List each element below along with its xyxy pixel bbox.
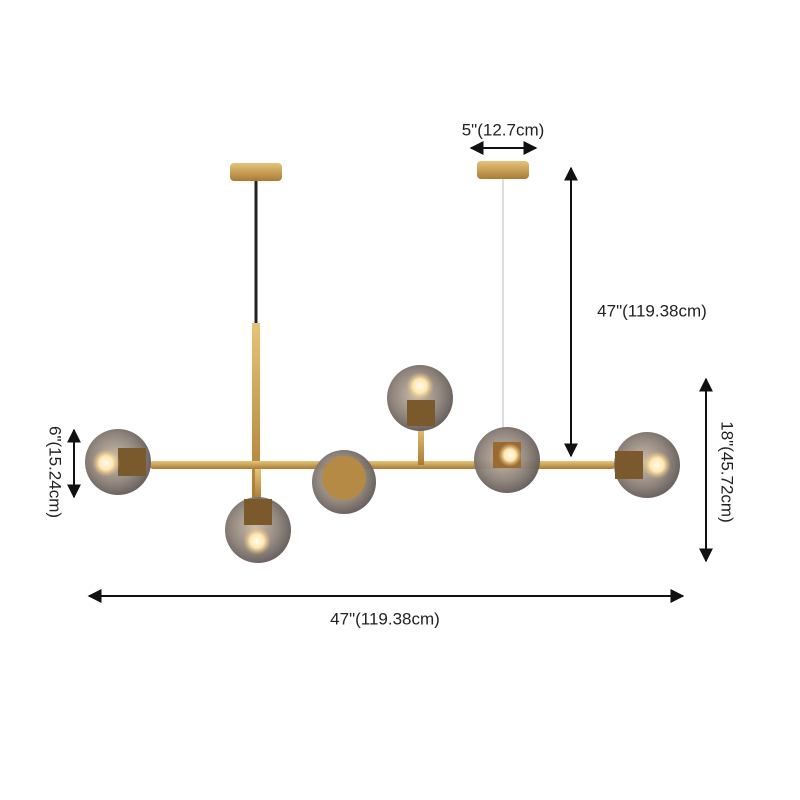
height-label: 18"(45.72cm)	[718, 421, 737, 522]
overall-width-label: 47"(119.38cm)	[330, 609, 440, 628]
chandelier	[85, 161, 680, 563]
dimension-lines	[67, 141, 713, 603]
globe-height-label: 6"(15.24cm)	[46, 426, 65, 518]
canopy-width-label: 5"(12.7cm)	[462, 120, 545, 139]
drop-length-label: 47"(119.38cm)	[597, 301, 707, 320]
